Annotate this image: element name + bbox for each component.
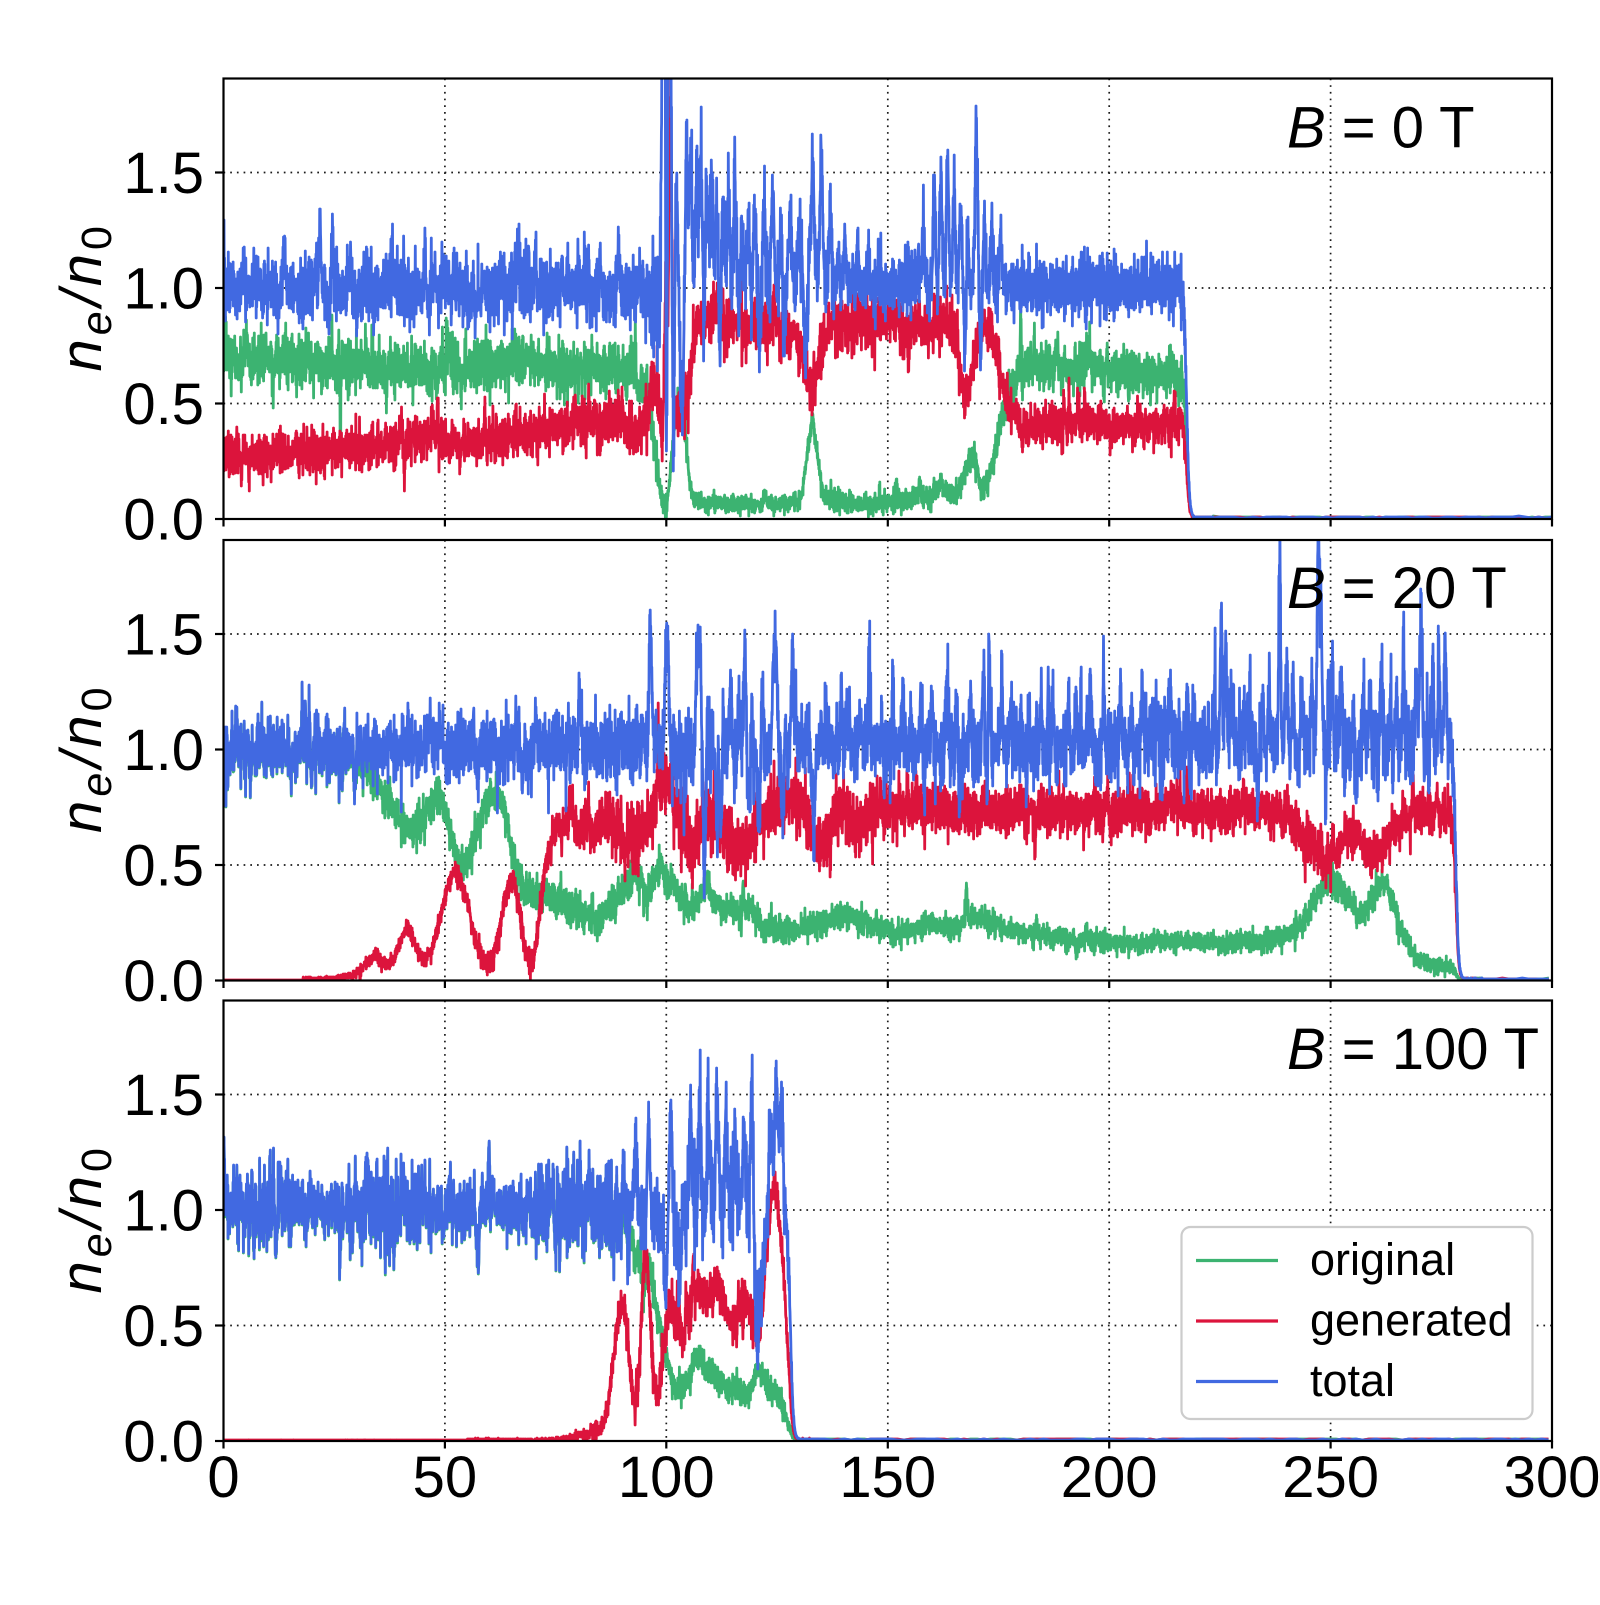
- svg-text:0.0: 0.0: [123, 488, 204, 553]
- svg-text:0.5: 0.5: [123, 834, 204, 899]
- svg-text:1.5: 1.5: [123, 141, 204, 206]
- svg-text:200: 200: [1061, 1445, 1158, 1510]
- svg-text:300: 300: [1504, 1445, 1600, 1510]
- svg-text:B = 100 T: B = 100 T: [1287, 1017, 1539, 1082]
- svg-text:generated: generated: [1310, 1295, 1513, 1346]
- svg-text:0.0: 0.0: [123, 949, 204, 1014]
- svg-text:50: 50: [413, 1445, 478, 1510]
- svg-text:150: 150: [839, 1445, 936, 1510]
- svg-text:1.0: 1.0: [123, 718, 204, 783]
- svg-text:total: total: [1310, 1355, 1395, 1406]
- svg-text:100: 100: [618, 1445, 715, 1510]
- svg-text:original: original: [1310, 1234, 1455, 1285]
- svg-text:0: 0: [207, 1445, 239, 1510]
- svg-text:1.0: 1.0: [123, 1179, 204, 1244]
- svg-text:1.5: 1.5: [123, 603, 204, 668]
- svg-text:0.5: 0.5: [123, 1294, 204, 1359]
- svg-text:0.0: 0.0: [123, 1410, 204, 1475]
- svg-text:1.5: 1.5: [123, 1063, 204, 1128]
- svg-text:1.0: 1.0: [123, 257, 204, 322]
- svg-text:B = 20 T: B = 20 T: [1287, 556, 1507, 621]
- svg-text:250: 250: [1282, 1445, 1379, 1510]
- svg-text:B = 0 T: B = 0 T: [1287, 96, 1475, 161]
- svg-text:0.5: 0.5: [123, 372, 204, 437]
